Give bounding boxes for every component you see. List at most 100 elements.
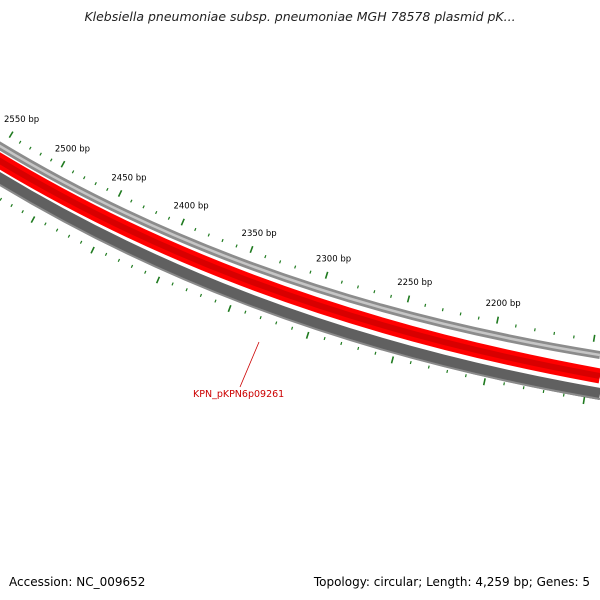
ruler-label: 2300 bp: [316, 254, 351, 264]
minor-tick-inner: [446, 369, 449, 374]
minor-tick-inner: [185, 288, 188, 292]
minor-tick-outer: [340, 280, 343, 284]
ruler-ticks: [0, 131, 596, 405]
major-tick-inner: [582, 396, 586, 405]
minor-tick-outer: [71, 170, 75, 174]
major-tick-outer: [249, 245, 254, 254]
minor-tick-outer: [18, 140, 22, 144]
major-tick-inner: [305, 331, 310, 339]
minor-tick-outer: [573, 335, 575, 339]
minor-tick-outer: [155, 210, 158, 215]
inner-backbone-ring: [0, 172, 600, 400]
minor-tick-outer: [221, 238, 224, 243]
major-tick-outer: [8, 131, 14, 139]
minor-tick-inner: [503, 382, 505, 386]
minor-tick-outer: [390, 294, 393, 298]
minor-tick-outer: [477, 316, 480, 320]
minor-tick-inner: [130, 264, 134, 268]
minor-tick-inner: [214, 299, 217, 303]
major-tick-inner: [390, 356, 395, 364]
minor-tick-outer: [194, 227, 197, 232]
accession-text: Accession: NC_009652: [9, 575, 146, 589]
major-tick-outer: [180, 218, 185, 226]
minor-tick-outer: [235, 244, 238, 248]
minor-tick-inner: [244, 310, 247, 314]
ruler-label: 2200 bp: [486, 299, 521, 309]
major-tick-inner: [90, 246, 95, 254]
ruler-label: 2500 bp: [55, 144, 90, 154]
minor-tick-outer: [373, 290, 376, 294]
ruler-label: 2400 bp: [173, 202, 208, 212]
gene-arc[interactable]: [0, 152, 600, 384]
ruler-label: 2250 bp: [397, 278, 432, 288]
minor-tick-inner: [79, 240, 83, 244]
minor-tick-inner: [542, 389, 545, 394]
minor-tick-outer: [441, 308, 444, 312]
minor-tick-outer: [309, 270, 312, 274]
minor-tick-inner: [522, 386, 525, 390]
major-tick-outer: [117, 189, 123, 197]
minor-tick-outer: [83, 176, 86, 180]
minor-tick-outer: [49, 158, 53, 162]
summary-text: Topology: circular; Length: 4,259 bp; Ge…: [313, 575, 590, 589]
minor-tick-inner: [104, 252, 108, 257]
minor-tick-inner: [340, 341, 343, 346]
gene-label[interactable]: KPN_pKPN6p09261: [193, 389, 284, 400]
minor-tick-inner: [275, 321, 278, 325]
major-tick-inner: [482, 378, 486, 386]
minor-tick-inner: [374, 351, 377, 355]
ruler-label: 2550 bp: [4, 115, 39, 125]
major-tick-outer: [406, 295, 411, 303]
ruler-labels: 2550 bp 2500 bp 2450 bp 2400 bp 2350 bp 2300 …: [4, 115, 521, 309]
minor-tick-outer: [356, 285, 359, 289]
gene-arc-core: [0, 157, 600, 379]
major-tick-outer: [496, 316, 500, 324]
minor-tick-outer: [424, 303, 427, 307]
major-tick-inner: [155, 276, 161, 284]
minor-tick-inner: [464, 374, 467, 378]
minor-tick-inner: [323, 336, 326, 341]
minor-tick-outer: [167, 216, 171, 220]
minor-tick-outer: [39, 152, 42, 156]
minor-tick-outer: [514, 324, 517, 328]
map-title: Klebsiella pneumoniae subsp. pneumoniae …: [84, 9, 516, 24]
minor-tick-outer: [534, 328, 536, 332]
minor-tick-inner: [55, 228, 59, 232]
track-group: [0, 141, 600, 400]
minor-tick-outer: [553, 331, 556, 336]
minor-tick-outer: [279, 260, 282, 264]
ruler-label: 2350 bp: [242, 229, 277, 239]
major-tick-outer: [592, 334, 596, 342]
major-tick-outer: [60, 160, 66, 168]
outer-backbone-ring-highlight: [0, 144, 600, 357]
minor-tick-inner: [44, 222, 47, 226]
minor-tick-inner: [117, 258, 121, 263]
minor-tick-outer: [106, 187, 109, 192]
minor-tick-inner: [67, 234, 71, 238]
minor-tick-inner: [409, 360, 412, 365]
minor-tick-inner: [199, 293, 203, 298]
minor-tick-inner: [171, 282, 174, 286]
minor-tick-inner: [427, 365, 430, 369]
inner-backbone-ring-shade: [0, 183, 600, 400]
minor-tick-outer: [294, 265, 297, 269]
major-tick-inner: [30, 216, 36, 224]
minor-tick-inner: [0, 197, 3, 201]
minor-tick-outer: [207, 233, 210, 237]
minor-tick-inner: [144, 270, 147, 274]
minor-tick-inner: [291, 326, 294, 330]
minor-tick-inner: [21, 210, 24, 214]
minor-tick-outer: [94, 181, 97, 186]
minor-tick-outer: [28, 146, 32, 150]
minor-tick-inner: [357, 346, 360, 351]
minor-tick-outer: [264, 255, 267, 259]
gene-label-leader: [239, 341, 260, 388]
minor-tick-outer: [459, 312, 462, 316]
minor-tick-outer: [142, 205, 145, 209]
ruler-label: 2450 bp: [111, 173, 146, 183]
minor-tick-inner: [259, 315, 262, 320]
major-tick-inner: [227, 304, 232, 313]
major-tick-outer: [324, 271, 329, 279]
minor-tick-inner: [10, 203, 13, 208]
